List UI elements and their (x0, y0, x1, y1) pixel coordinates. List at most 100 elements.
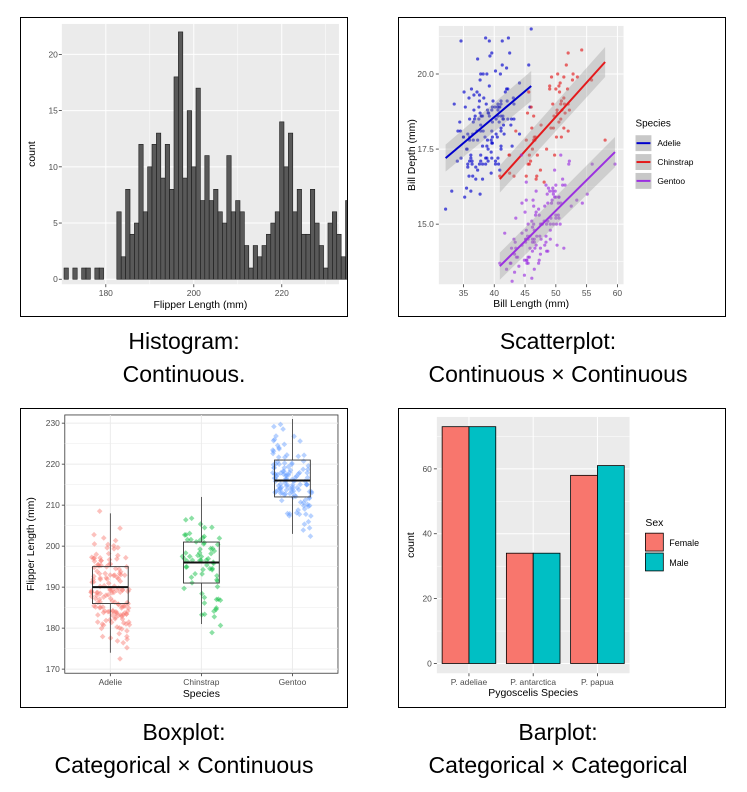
scatter-point-gentoo (532, 222, 536, 226)
scatter-point-adelie (529, 27, 533, 31)
histogram-bar (332, 211, 338, 280)
boxplot-point-adelie (111, 546, 117, 552)
scatter-point-adelie (485, 108, 490, 112)
scatter-point-gentoo (535, 234, 539, 238)
scatter-point-gentoo (551, 222, 555, 226)
scatter-point-gentoo (509, 261, 513, 265)
scatter-point-gentoo (534, 189, 538, 193)
histogram-bar (252, 245, 258, 280)
histogram-y-tick-label: 20 (48, 49, 58, 59)
scatterplot-x-axis-title: Bill Length (mm) (493, 299, 569, 310)
scatter-point-adelie (502, 132, 506, 136)
scatter-point-adelie (482, 96, 486, 100)
scatter-point-gentoo (503, 231, 507, 235)
scatter-point-gentoo (544, 183, 548, 187)
scatter-point-adelie (476, 57, 480, 61)
scatter-point-gentoo (545, 192, 549, 196)
scatter-point-adelie (496, 108, 500, 112)
scatter-point-adelie (500, 39, 504, 43)
scatter-point-adelie (462, 90, 466, 94)
scatter-point-gentoo (544, 240, 548, 244)
scatter-point-adelie (469, 87, 474, 91)
scatter-point-gentoo (569, 204, 573, 208)
boxplot-point-adelie (96, 563, 102, 569)
scatter-point-adelie (512, 117, 516, 121)
histogram-bar (134, 222, 140, 280)
boxplot-point-adelie (114, 624, 120, 630)
histogram-caption-title: Histogram: (128, 328, 240, 354)
scatter-point-chinstrap (575, 75, 579, 79)
histogram-bar (164, 144, 170, 280)
barplot-bar-male (532, 552, 561, 664)
histogram-bar (151, 144, 157, 280)
scatter-point-gentoo (530, 219, 534, 223)
boxplot-point-adelie (88, 588, 95, 594)
scatter-point-adelie (496, 162, 501, 166)
scatter-point-adelie (487, 39, 491, 43)
scatter-point-adelie (476, 168, 480, 172)
histogram-panel: 0 5 10 15 20 180 200 220 Flipper Length (mm) coun… (20, 17, 348, 317)
histogram-bar (204, 155, 210, 280)
scatterplot-x-tick-label: 35 (459, 288, 469, 298)
barplot-y-tick-label: 60 (422, 464, 432, 474)
barplot-y-tick-label: 0 (427, 658, 432, 668)
scatter-point-chinstrap (562, 96, 566, 100)
histogram-x-tick-label: 200 (187, 288, 201, 298)
scatterplot-caption: Scatterplot: Continuous × Continuous (373, 325, 743, 391)
scatter-point-adelie (506, 36, 511, 40)
boxplot-y-axis-title: Flipper Length (mm) (26, 497, 37, 591)
scatter-point-gentoo (517, 264, 521, 268)
scatter-point-adelie (464, 186, 469, 190)
histogram-y-axis-title: count (27, 141, 38, 167)
histogram-bar (274, 211, 280, 280)
barplot-y-axis-title: count (406, 532, 417, 558)
scatter-point-adelie (503, 90, 507, 94)
scatter-point-gentoo (516, 255, 520, 259)
scatter-point-adelie (474, 177, 478, 181)
scatter-point-adelie (512, 102, 516, 106)
boxplot-point-gentoo (300, 502, 307, 509)
scatter-point-gentoo (551, 192, 555, 196)
scatter-point-chinstrap (559, 135, 563, 139)
barplot-x-tick-label: P. papua (581, 677, 614, 687)
scatter-point-adelie (472, 117, 477, 121)
histogram-bar (248, 267, 254, 280)
boxplot-point-adelie (109, 612, 116, 619)
histogram-x-tick-label: 220 (275, 288, 289, 298)
scatter-point-chinstrap (535, 153, 539, 157)
boxplot-x-tick-label: Chinstrap (183, 677, 219, 687)
scatter-point-chinstrap (566, 51, 570, 55)
boxplot-point-chinstrap (205, 555, 212, 562)
scatter-point-gentoo (550, 198, 554, 202)
scatter-point-adelie (468, 117, 472, 121)
scatter-point-adelie (508, 51, 512, 55)
histogram-bar (270, 222, 276, 280)
scatter-point-chinstrap (549, 75, 554, 79)
scatter-point-gentoo (519, 153, 523, 157)
scatter-point-chinstrap (557, 120, 561, 124)
legend-label-female: Female (669, 538, 699, 548)
boxplot-y-tick-label: 200 (46, 541, 60, 551)
histogram-bar (257, 256, 263, 280)
legend-label-gentoo: Gentoo (657, 176, 685, 186)
histogram-bar (213, 189, 219, 280)
histogram-bar (226, 155, 232, 280)
scatter-point-chinstrap (512, 174, 516, 178)
scatter-point-adelie (477, 105, 481, 109)
scatter-point-gentoo (554, 183, 558, 187)
scatter-point-adelie (489, 150, 493, 154)
histogram-bar (182, 177, 188, 280)
histogram-bar (116, 211, 122, 280)
scatter-point-adelie (456, 129, 460, 133)
histogram-y-tick-label: 10 (48, 162, 58, 172)
boxplot-point-adelie (91, 531, 97, 538)
boxplot-y-tick-label: 170 (46, 664, 60, 674)
histogram-bar (178, 31, 184, 280)
fit-line-adelie (444, 85, 532, 159)
boxplot-point-gentoo (281, 492, 288, 498)
histogram-bar (222, 222, 228, 280)
scatter-point-adelie (472, 93, 476, 97)
scatterplot-y-tick-label: 17.5 (417, 144, 434, 154)
scatter-point-adelie (458, 120, 462, 124)
scatter-point-chinstrap (542, 180, 546, 184)
